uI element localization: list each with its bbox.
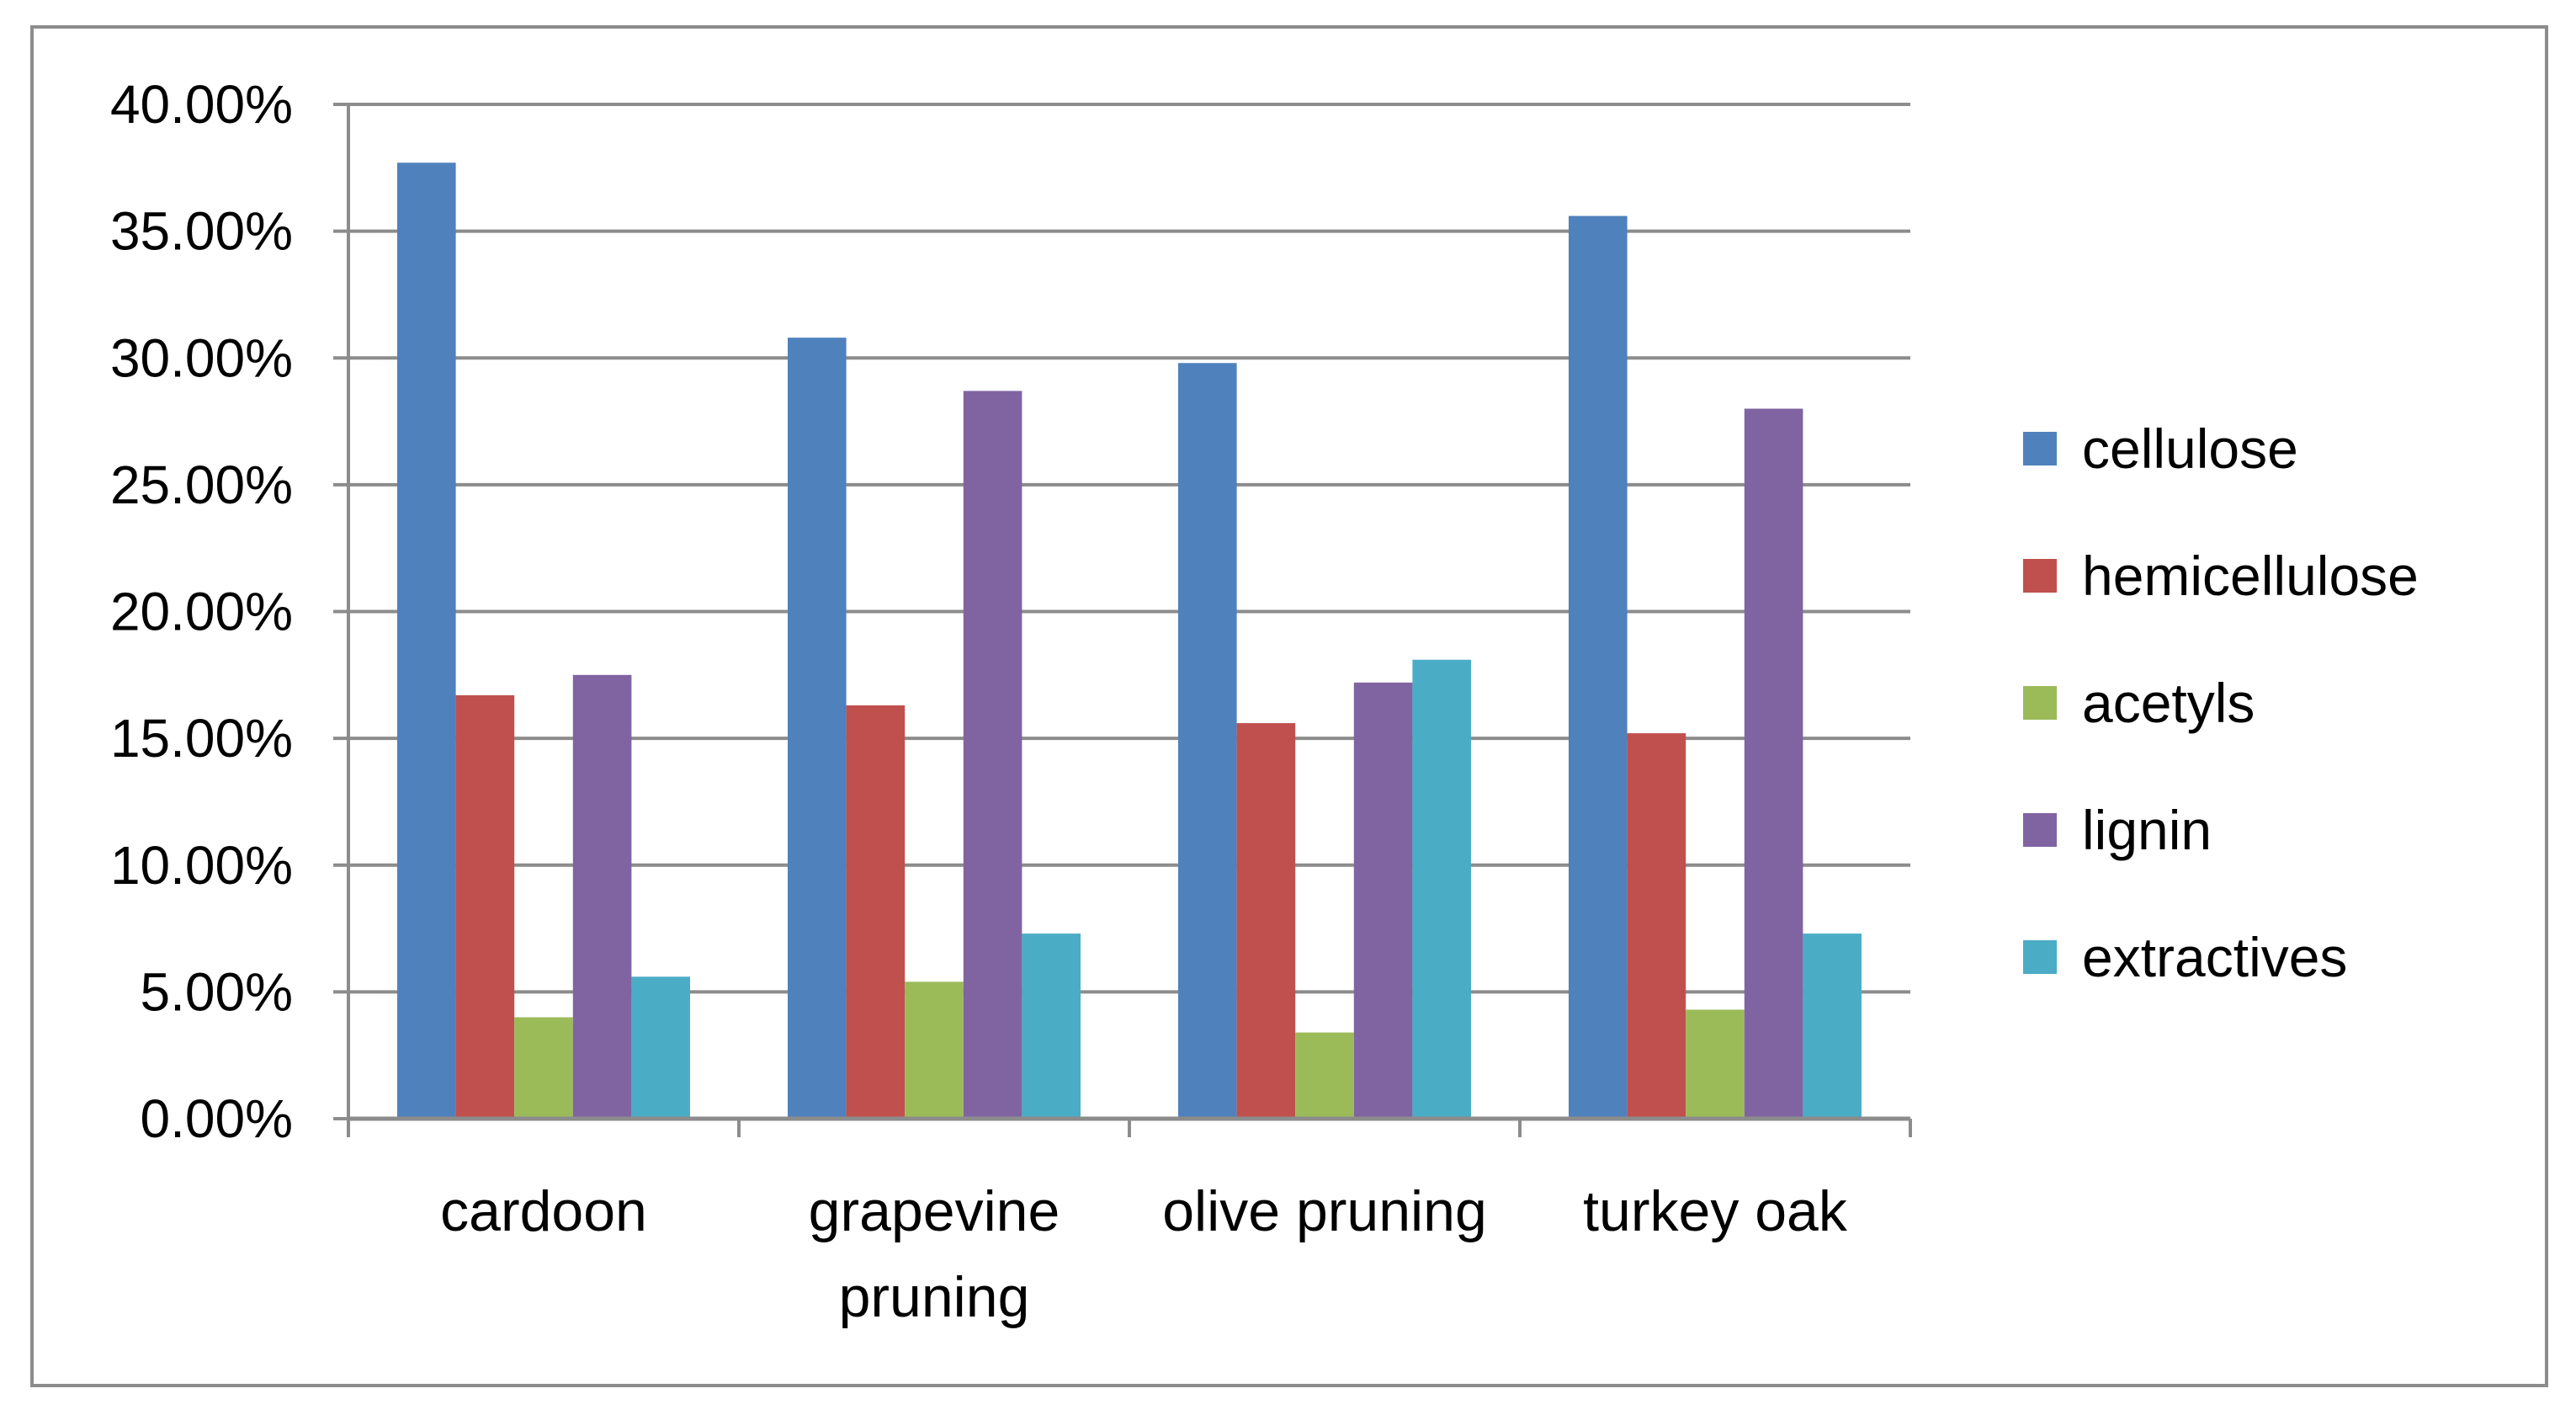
y-tick-label: 0.00% [141,1088,293,1149]
y-tick-label: 5.00% [141,961,293,1022]
legend-swatch [2023,559,2057,593]
bar-extractives [631,976,690,1119]
legend-label: acetyls [2082,672,2255,734]
legend-label: extractives [2082,926,2347,988]
bar-acetyls [905,981,964,1119]
x-category-label: pruning [839,1265,1030,1329]
bar-acetyls [514,1017,573,1119]
bar-extractives [1412,659,1471,1119]
bar-cellulose [1178,363,1237,1119]
legend-swatch [2023,940,2057,974]
legend-label: lignin [2082,799,2212,861]
y-tick-label: 10.00% [110,835,293,896]
y-tick-label: 20.00% [110,582,293,642]
legend: cellulose hemicellulose acetyls lignin extra… [2023,418,2419,988]
legend-label: hemicellulose [2082,545,2419,607]
bar-hemicellulose [455,694,515,1119]
bar-hemicellulose [1627,733,1686,1119]
bar-lignin [572,674,632,1119]
bars [397,162,1862,1120]
x-category-label: cardoon [440,1179,647,1243]
bar-acetyls [1686,1009,1745,1119]
bar-hemicellulose [846,705,906,1119]
legend-swatch [2023,686,2057,720]
bar-lignin [963,391,1022,1120]
bar-extractives [1803,934,1862,1119]
bar-lignin [1353,682,1413,1119]
x-category-label: turkey oak [1583,1179,1848,1243]
legend-swatch [2023,813,2057,847]
x-category-label: grapevine [809,1179,1060,1243]
bar-hemicellulose [1236,723,1296,1119]
y-axis-tick-labels: 0.00% 5.00% 10.00% 15.00% 20.00% 25.00% 30.00%… [110,74,293,1149]
bar-acetyls [1295,1032,1354,1119]
y-tick-label: 15.00% [110,708,293,769]
y-tick-label: 35.00% [110,201,293,262]
bar-extractives [1022,934,1081,1119]
bar-cellulose [1569,215,1628,1119]
bar-lignin [1744,408,1803,1119]
bar-cellulose [397,162,456,1120]
bar-cellulose [788,338,847,1119]
x-axis-category-labels: cardoon grapevine pruning olive pruning turk… [440,1179,1848,1329]
y-tick-label: 25.00% [110,455,293,515]
legend-label: cellulose [2082,418,2298,480]
x-category-label: olive pruning [1162,1179,1487,1243]
legend-swatch [2023,432,2057,465]
x-axis [347,104,1912,1137]
y-tick-label: 40.00% [110,74,293,135]
y-tick-label: 30.00% [110,327,293,388]
